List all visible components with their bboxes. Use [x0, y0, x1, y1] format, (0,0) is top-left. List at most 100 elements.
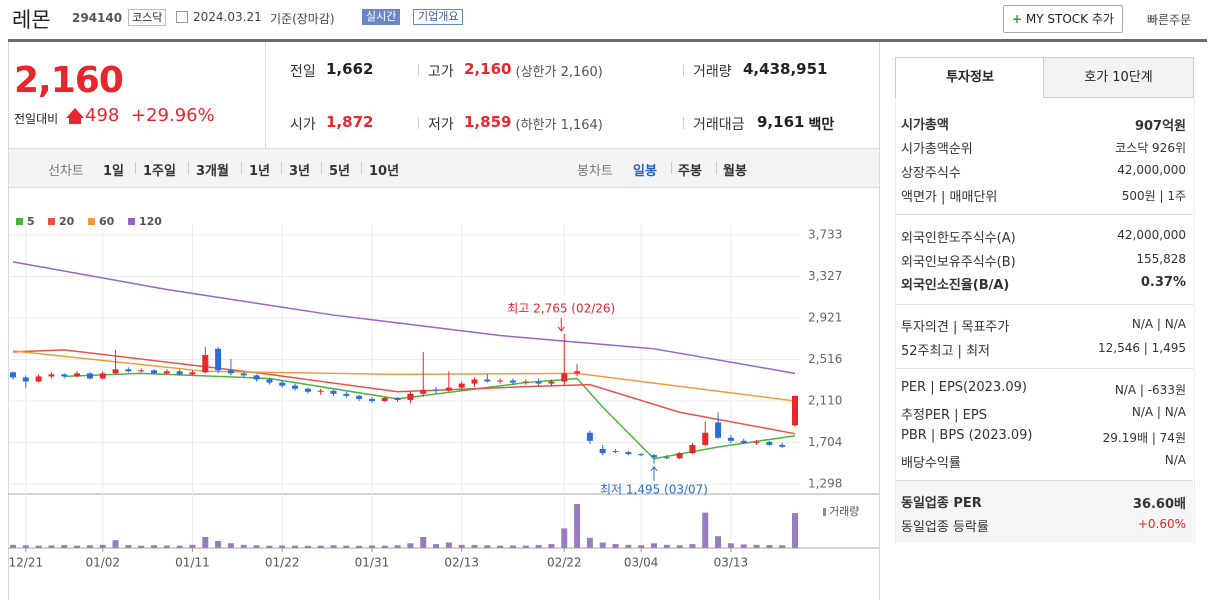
calendar-icon	[176, 11, 188, 23]
candle-body	[202, 354, 209, 373]
row-label: 외국인보유주식수(B)	[901, 255, 1016, 270]
change-rate: +29.96%	[131, 105, 215, 126]
annotation-high: 최고 2,765 (02/26)	[507, 301, 615, 315]
row-value: 12,546 | 1,495	[1097, 341, 1186, 355]
candle-body	[394, 397, 401, 400]
tab-button[interactable]: 1주일	[143, 164, 176, 179]
panel-sep	[895, 480, 1193, 481]
candle-body	[727, 437, 734, 441]
tab-button[interactable]: 3개월	[196, 164, 229, 179]
x-tick-label: 01/02	[85, 556, 120, 570]
volume-bar	[381, 545, 388, 548]
tab-button[interactable]: 10년	[369, 164, 400, 179]
x-tick-label: 02/13	[444, 556, 479, 570]
info-note: 백만	[808, 117, 835, 133]
company-button[interactable]: 기업개요	[413, 9, 464, 25]
tab-sep	[671, 162, 672, 174]
volume-bar	[266, 545, 273, 548]
volume-bar	[445, 542, 452, 548]
volume-bar	[151, 545, 158, 548]
x-tick-label: 03/13	[714, 556, 749, 570]
volume-bar	[215, 540, 222, 548]
info-label: 저가	[428, 117, 454, 133]
candle-body	[10, 372, 16, 378]
y-tick-label: 3,327	[808, 269, 842, 283]
tab-button[interactable]: 일봉	[633, 164, 657, 179]
candle-body	[125, 369, 132, 372]
basis: 기준(장마감)	[270, 12, 335, 26]
market-badge: 코스닥	[128, 9, 167, 26]
info-value: 2,160	[464, 60, 512, 78]
tab-button[interactable]: 1일	[103, 164, 125, 179]
tab-button[interactable]: 주봉	[678, 164, 702, 179]
candle-body	[163, 371, 170, 374]
ma-line	[12, 261, 796, 375]
candle-body	[548, 381, 555, 384]
annotation-arrowhead	[557, 326, 565, 332]
info-label: 거래량	[693, 64, 732, 80]
volume-label: 거래량	[829, 505, 859, 518]
volume-bar	[138, 545, 145, 548]
candle-body	[740, 440, 747, 443]
candle-body	[253, 375, 260, 380]
tab-sep	[321, 162, 322, 174]
volume-bar	[330, 545, 337, 548]
change: 498	[85, 105, 120, 126]
panel-tab-active[interactable]: 투자정보	[895, 57, 1045, 98]
info-sep	[683, 117, 684, 129]
info-value: 1,872	[326, 113, 374, 131]
tab-button[interactable]: 1년	[249, 164, 271, 179]
tab-button[interactable]: 3년	[289, 164, 311, 179]
info-value: 4,438,951	[743, 60, 828, 78]
volume-bar	[574, 504, 581, 548]
candle-body	[497, 380, 504, 382]
candle-body	[343, 393, 350, 396]
row-value: 코스닥 926위	[1115, 141, 1186, 155]
candle-body	[753, 441, 760, 443]
volume-bar	[599, 542, 606, 548]
row-value: N/A	[1164, 453, 1186, 467]
candle-body	[522, 381, 529, 383]
volume-bar	[561, 528, 568, 548]
volume-bar	[292, 545, 299, 548]
y-tick-label: 2,516	[808, 352, 842, 366]
tab-sep	[361, 162, 362, 174]
info-value: 1,859	[464, 113, 512, 131]
info-note: (하한가 1,164)	[515, 118, 603, 133]
tab-bar	[9, 149, 879, 188]
y-tick-label: 1,704	[808, 435, 842, 449]
candle-body	[266, 379, 273, 383]
panel-sep	[895, 368, 1193, 369]
info-label: 시가	[290, 117, 316, 133]
tab-button[interactable]: 월봉	[723, 164, 747, 179]
volume-bar	[317, 545, 324, 548]
x-tick-label: 03/04	[624, 556, 659, 570]
legend-swatch	[88, 218, 95, 225]
volume-bar	[484, 545, 491, 548]
legend-label: 5	[27, 215, 35, 228]
annotation-arrowhead	[650, 466, 658, 472]
row-label: 외국인소진율(B/A)	[901, 278, 1010, 293]
volume-bar	[779, 545, 786, 548]
volume-bar	[279, 545, 286, 548]
tab-button[interactable]: 5년	[329, 164, 351, 179]
candle-body	[599, 449, 606, 454]
volume-bar	[61, 545, 68, 548]
info-value: 9,161	[757, 113, 805, 131]
row-value: N/A | -633원	[1114, 383, 1186, 397]
info-note: (상한가 2,160)	[515, 65, 603, 80]
x-tick-label: 02/22	[547, 556, 582, 570]
panel-tab[interactable]: 호가 10단계	[1043, 57, 1194, 98]
volume-bar	[48, 545, 55, 548]
volume-bar	[86, 545, 93, 548]
mystock-button[interactable]: + MY STOCK 추가	[1003, 5, 1123, 33]
candle-body	[792, 395, 798, 426]
row-value: 500원 | 1주	[1121, 189, 1186, 203]
legend-swatch	[48, 218, 55, 225]
quick-order[interactable]: 빠른주문	[1147, 13, 1192, 27]
candle-body	[407, 393, 414, 400]
volume-bar	[548, 544, 555, 548]
volume-bar	[35, 545, 42, 548]
tab-sep	[241, 162, 242, 174]
realtime-badge[interactable]: 실시간	[362, 9, 401, 25]
